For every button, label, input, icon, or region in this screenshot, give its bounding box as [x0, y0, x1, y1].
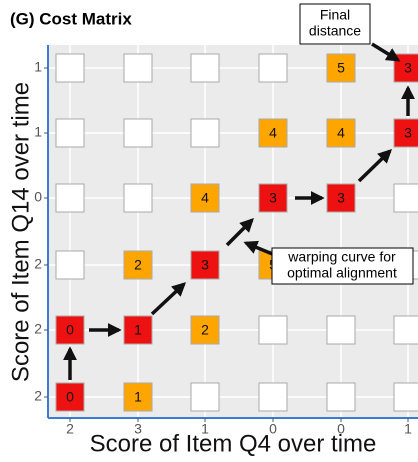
annotation: Final	[320, 7, 350, 23]
cell-value: 3	[269, 190, 277, 206]
cell	[326, 183, 356, 213]
y-tick-label: 2	[34, 321, 42, 337]
cell-value: 2	[134, 257, 142, 273]
x-tick-label: 0	[269, 421, 277, 437]
cell-value: 3	[201, 257, 209, 273]
cell-value: 3	[404, 60, 412, 76]
cell	[190, 53, 220, 83]
cell-value: 3	[404, 125, 412, 141]
annotation: warping curve for	[287, 249, 396, 265]
y-axis-label: Score of Item Q14 over time	[7, 82, 34, 382]
cell	[55, 250, 85, 280]
cell	[55, 315, 85, 345]
cell	[190, 382, 220, 412]
cell-value: 3	[337, 190, 345, 206]
cell	[123, 183, 153, 213]
cell	[393, 118, 418, 148]
y-tick-label: 1	[34, 124, 42, 140]
cell-value: 5	[337, 60, 345, 76]
cell	[326, 382, 356, 412]
cell	[55, 118, 85, 148]
cell	[326, 118, 356, 148]
cell-value: 1	[134, 322, 142, 338]
cell	[258, 183, 288, 213]
x-tick-label: 1	[201, 421, 209, 437]
cell	[258, 118, 288, 148]
y-tick-label: 2	[34, 388, 42, 404]
cell	[190, 315, 220, 345]
cell-value: 4	[337, 125, 345, 141]
x-axis-label: Score of Item Q4 over time	[90, 430, 377, 457]
cell	[258, 315, 288, 345]
annotation: optimal alignment	[287, 265, 397, 281]
cell	[393, 382, 418, 412]
cell	[123, 382, 153, 412]
cell	[123, 315, 153, 345]
cell	[123, 118, 153, 148]
cell	[190, 250, 220, 280]
cell-value: 0	[66, 389, 74, 405]
y-tick-label: 2	[34, 256, 42, 272]
cell	[326, 53, 356, 83]
cell-value: 0	[66, 322, 74, 338]
cell	[326, 315, 356, 345]
cell	[393, 183, 418, 213]
cell-value: 2	[201, 322, 209, 338]
cell	[258, 53, 288, 83]
cell	[190, 183, 220, 213]
x-tick-label: 1	[404, 421, 412, 437]
cell	[123, 53, 153, 83]
y-tick-label: 0	[34, 189, 42, 205]
cell-value: 4	[201, 190, 209, 206]
cell	[55, 183, 85, 213]
plot-background	[48, 45, 418, 418]
cell	[190, 118, 220, 148]
warping-callout-box	[271, 247, 414, 285]
x-tick-label: 0	[337, 421, 345, 437]
cell	[55, 53, 85, 83]
final-distance-box	[299, 3, 371, 45]
cell-value: 1	[134, 389, 142, 405]
y-tick-label: 1	[34, 59, 42, 75]
title: (G) Cost Matrix	[10, 9, 132, 28]
cell	[393, 315, 418, 345]
x-tick-label: 3	[134, 421, 142, 437]
cell-value: 4	[269, 125, 277, 141]
cell	[55, 382, 85, 412]
x-tick-label: 2	[66, 421, 74, 437]
annotation: distance	[309, 23, 361, 39]
cell	[258, 382, 288, 412]
cell	[123, 250, 153, 280]
